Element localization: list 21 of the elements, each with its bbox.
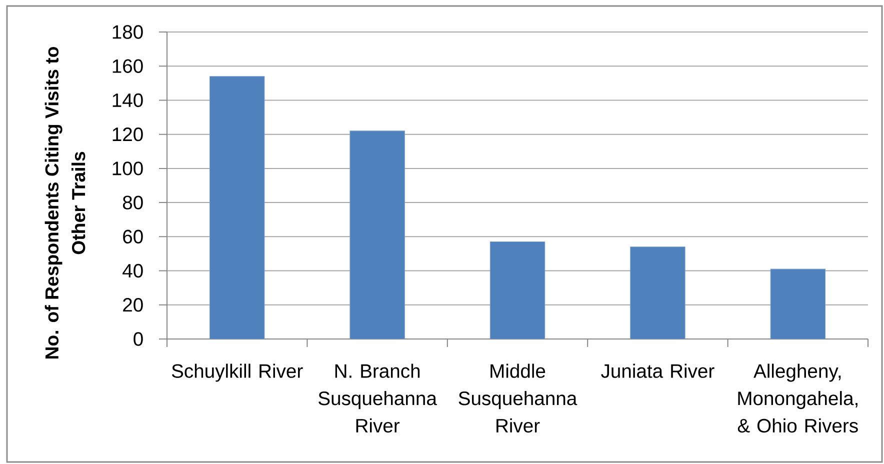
bar [350, 130, 405, 339]
x-tick-label: N. Branch Susquehanna River [318, 364, 437, 433]
x-tick-label: Juniata River [601, 364, 714, 378]
y-tick-label: 80 [122, 196, 143, 210]
y-tick-label: 40 [122, 264, 143, 278]
y-tick-label: 100 [112, 162, 143, 176]
y-axis-title: No. of Respondents Citing Visits to Other Trails [44, 46, 86, 359]
bar [209, 76, 265, 339]
y-tick-label: 120 [112, 127, 143, 142]
bar [490, 242, 546, 339]
y-tick-label: 60 [123, 230, 143, 244]
bar [770, 268, 826, 339]
y-tick-label: 140 [112, 93, 143, 108]
y-tick-label: 0 [134, 332, 143, 346]
y-tick-label: 180 [112, 25, 143, 39]
bar [630, 246, 686, 339]
x-tick-label: Allegheny, Monongahela, & Ohio Rivers [738, 364, 858, 433]
x-tick-label: Schuylkill River [172, 364, 303, 382]
x-tick-label: Middle Susquehanna River [458, 364, 578, 433]
y-tick-label: 20 [123, 298, 143, 312]
y-tick-label: 160 [112, 59, 143, 73]
